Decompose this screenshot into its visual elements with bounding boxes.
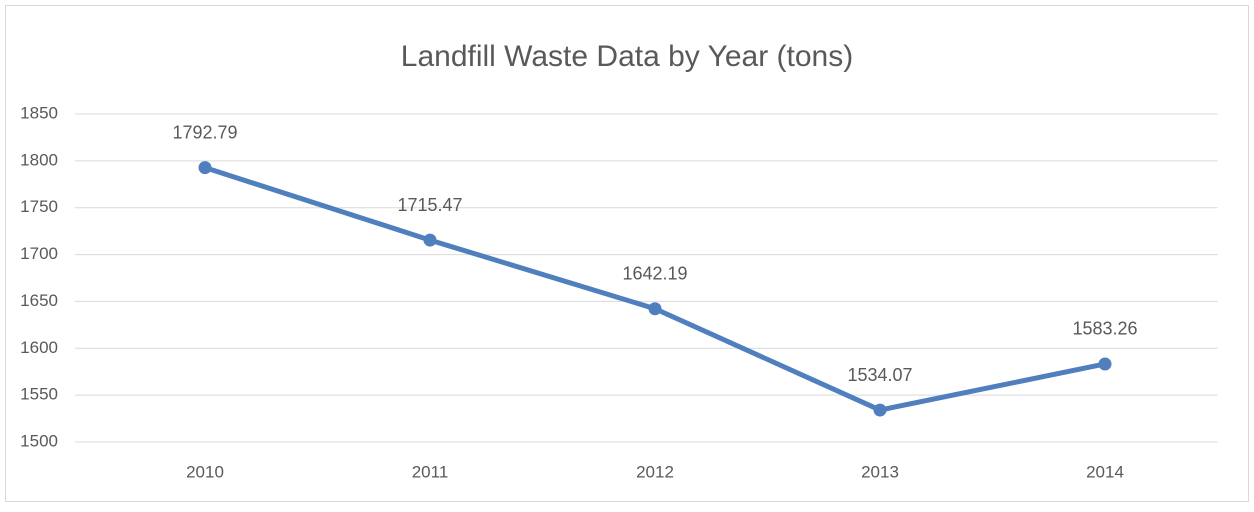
- x-tick-label: 2010: [186, 462, 224, 481]
- y-tick-label: 1550: [20, 385, 58, 404]
- data-label: 1583.26: [1072, 319, 1137, 339]
- y-tick-label: 1650: [20, 291, 58, 310]
- x-tick-label: 2012: [636, 462, 674, 481]
- y-tick-label: 1800: [20, 150, 58, 169]
- y-tick-label: 1600: [20, 338, 58, 357]
- data-label: 1642.19: [622, 263, 687, 283]
- y-tick-label: 1850: [20, 103, 58, 122]
- data-point: [1098, 357, 1112, 371]
- data-point: [198, 161, 212, 175]
- data-label: 1715.47: [397, 195, 462, 215]
- data-label: 1534.07: [847, 365, 912, 385]
- y-tick-label: 1700: [20, 244, 58, 263]
- data-point: [423, 233, 437, 247]
- y-tick-label: 1750: [20, 197, 58, 216]
- y-tick-label: 1500: [20, 431, 58, 450]
- x-tick-label: 2013: [861, 462, 899, 481]
- x-tick-label: 2014: [1086, 462, 1124, 481]
- chart-title: Landfill Waste Data by Year (tons): [401, 40, 853, 73]
- x-tick-label: 2011: [412, 462, 449, 481]
- data-point: [648, 302, 662, 316]
- chart-border: [5, 5, 1249, 502]
- data-point: [873, 403, 887, 417]
- data-label: 1792.79: [172, 122, 237, 142]
